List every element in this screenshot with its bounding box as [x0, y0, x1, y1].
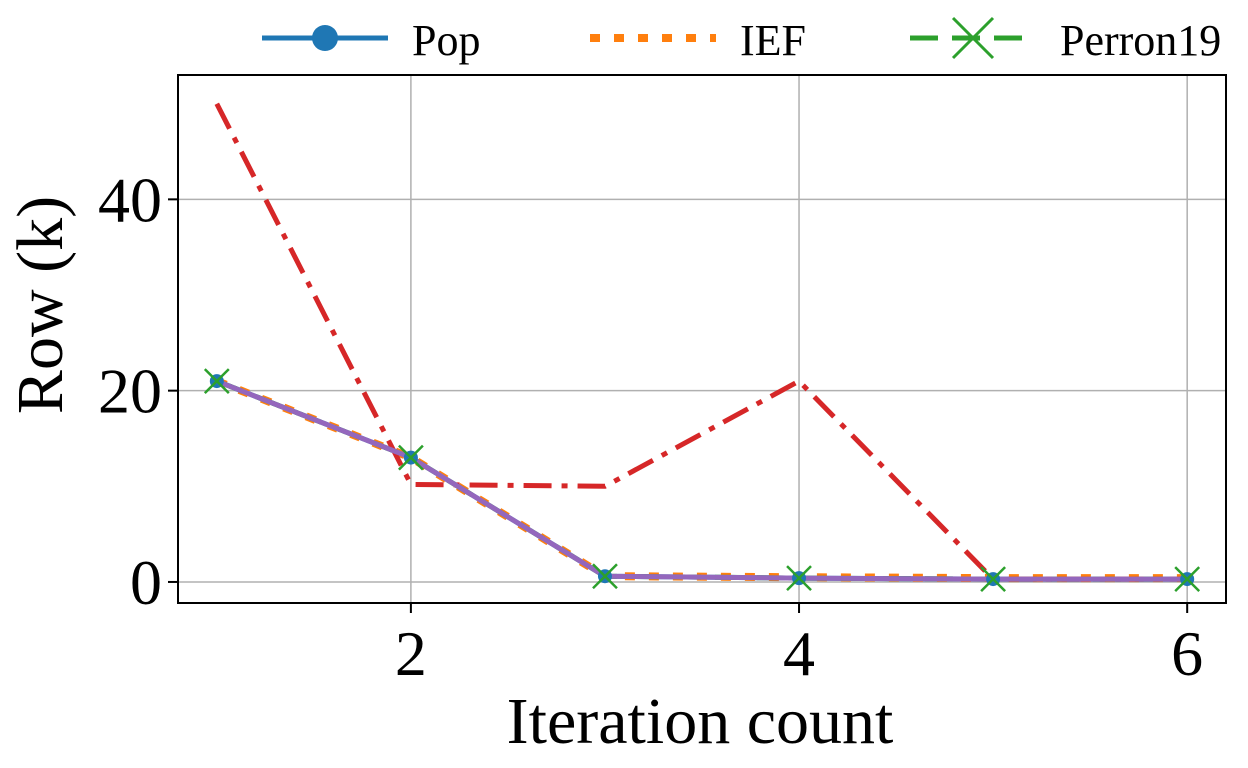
data-point-perron19: [980, 566, 1006, 592]
data-point-perron19: [398, 444, 424, 471]
x-tick-label: 6: [1171, 618, 1203, 689]
y-axis-title: Row (k): [4, 196, 77, 414]
x-marker-stroke: [980, 566, 1006, 592]
legend-item-perron19: Perron19: [910, 16, 1221, 65]
series-line-unlabeled-3: [214, 102, 1188, 582]
y-tick-label: 0: [130, 547, 162, 618]
data-point-perron19: [786, 565, 812, 592]
series-line-pop: [215, 378, 1188, 582]
series-line-unlabeled-4: [215, 378, 1188, 582]
x-marker-stroke: [592, 563, 618, 590]
series-lines: [214, 102, 1188, 583]
x-axis-ticks: 2 4 6: [395, 603, 1203, 689]
series-markers: [203, 368, 1201, 592]
legend-label: Perron19: [1060, 16, 1221, 65]
legend-label: Pop: [412, 16, 480, 65]
data-point-perron19: [203, 368, 230, 394]
legend-item-pop: Pop: [262, 16, 480, 65]
y-tick-label: 40: [98, 164, 162, 235]
legend-marker: [951, 16, 995, 60]
x-marker-stroke: [398, 444, 424, 471]
x-tick-label: 2: [395, 618, 427, 689]
x-tick-label: 4: [783, 618, 815, 689]
legend: Pop IEF Perron19: [262, 16, 1221, 65]
plot-area-frame: [177, 74, 1227, 604]
series-line-perron19: [215, 378, 1188, 582]
data-point-perron19: [592, 563, 618, 590]
legend-item-ief: IEF: [590, 16, 806, 65]
legend-marker: [312, 25, 338, 51]
data-point-perron19: [1174, 566, 1201, 592]
grid: [178, 75, 1226, 603]
series-line-ief: [215, 377, 1188, 583]
x-marker-stroke: [1174, 566, 1201, 592]
x-marker-stroke: [786, 565, 812, 592]
x-marker-stroke: [203, 368, 230, 394]
y-axis-ticks: 0 20 40: [98, 164, 178, 618]
legend-label: IEF: [740, 16, 806, 65]
x-axis-title: Iteration count: [507, 685, 894, 758]
y-tick-label: 20: [98, 356, 162, 427]
